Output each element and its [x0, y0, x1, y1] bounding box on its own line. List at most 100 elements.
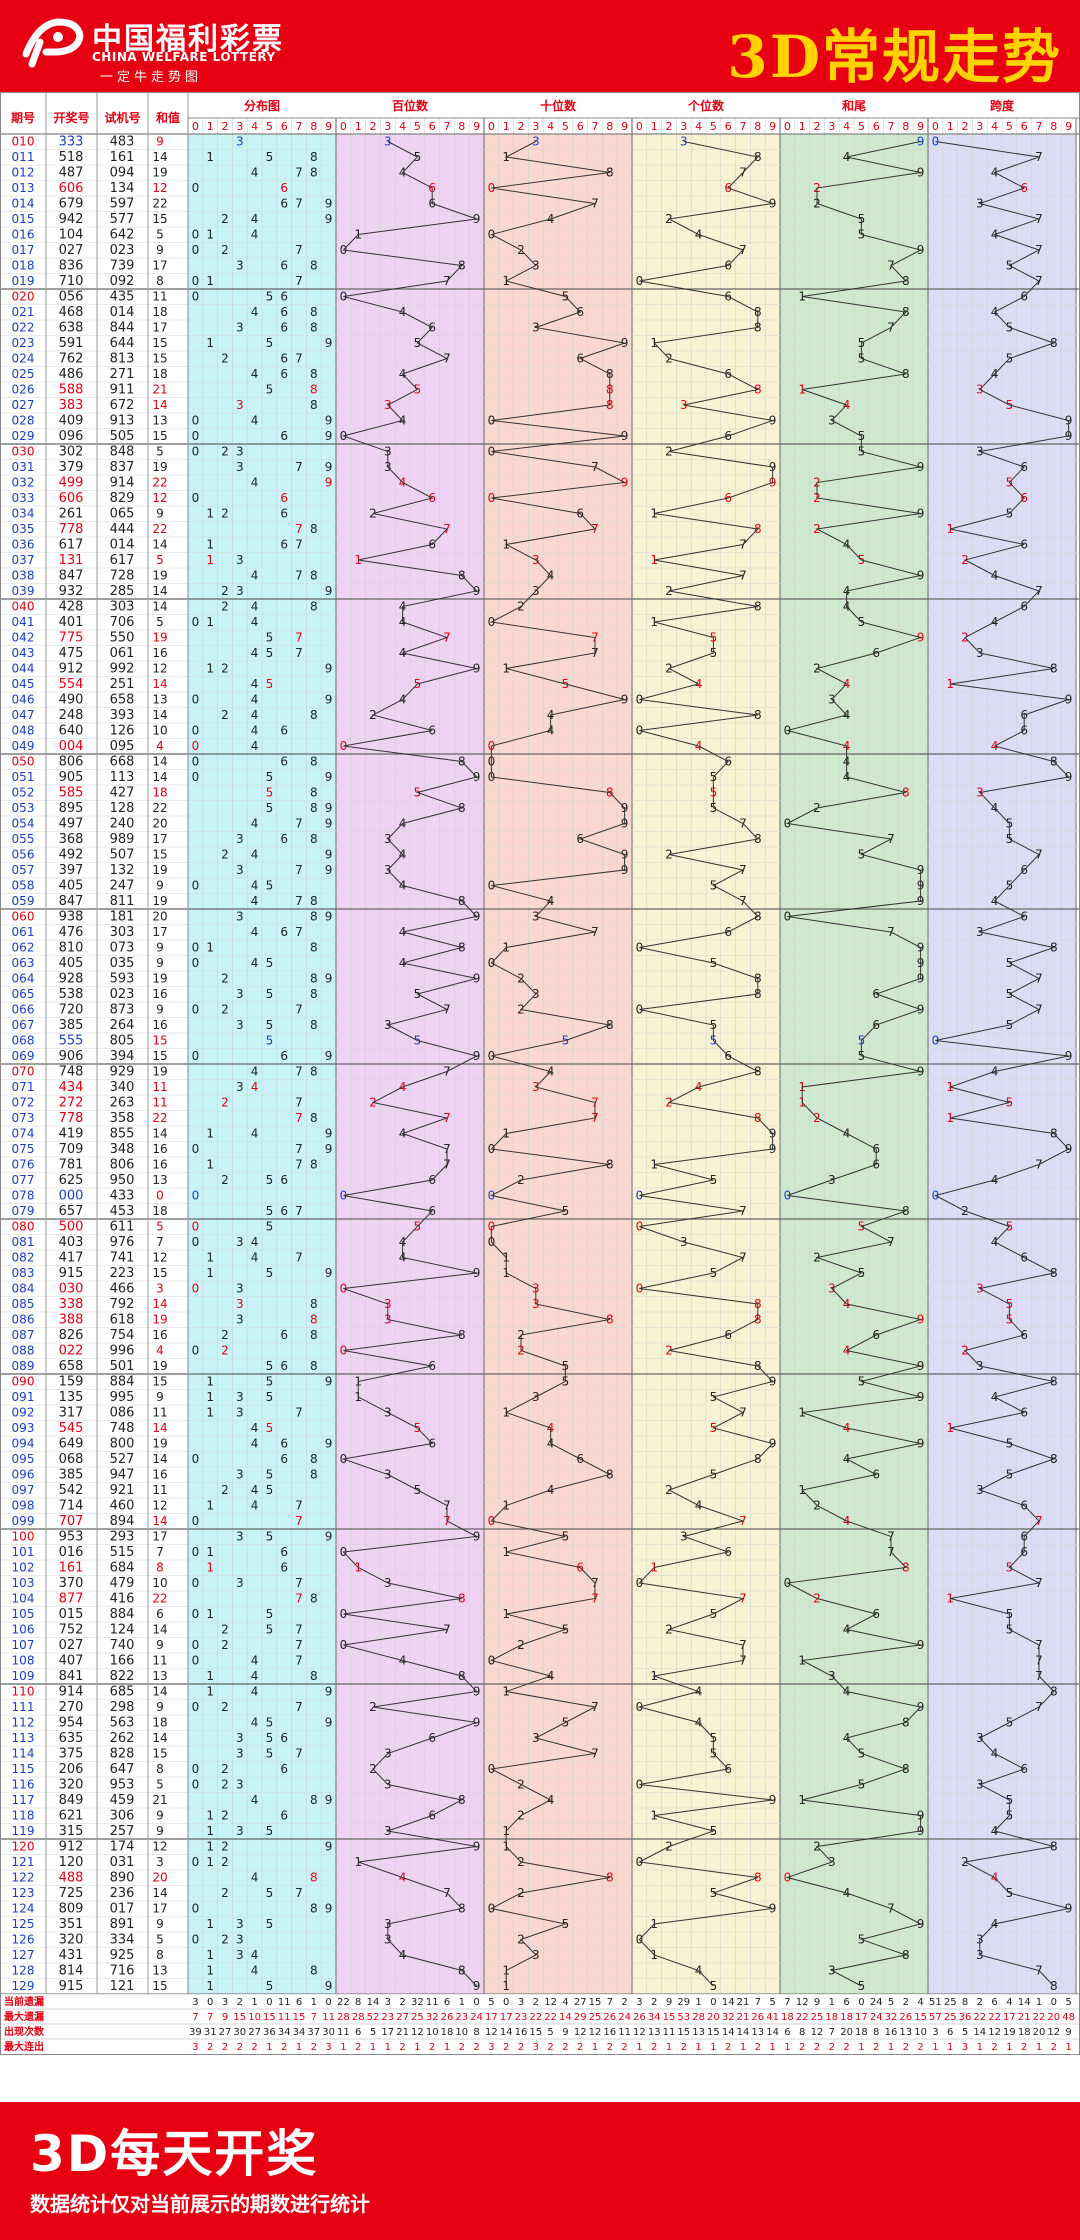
distribution-mark: 5 — [266, 987, 274, 1001]
distribution-mark: 3 — [236, 910, 244, 924]
stat-value: 28 — [352, 2012, 365, 2023]
test-number: 017 — [110, 1902, 135, 1917]
sum-value: 14 — [152, 1297, 167, 1311]
distribution-mark: 0 — [192, 1902, 200, 1916]
distribution-mark: 2 — [221, 1700, 229, 1714]
test-number: 460 — [110, 1499, 135, 1514]
distribution-mark: 7 — [295, 1096, 303, 1110]
test-number: 995 — [110, 1390, 135, 1405]
distribution-mark: 6 — [280, 724, 288, 738]
sum-value: 12 — [152, 181, 167, 195]
period-number: 040 — [12, 600, 35, 614]
test-number: 550 — [110, 631, 135, 646]
distribution-mark: 8 — [310, 1964, 318, 1978]
test-number: 126 — [110, 724, 135, 739]
test-number: 805 — [110, 1034, 135, 1049]
distribution-mark: 1 — [206, 1948, 214, 1962]
distribution-mark: 6 — [280, 305, 288, 319]
sum-value: 11 — [152, 290, 167, 304]
draw-number: 027 — [59, 243, 84, 258]
stat-value: 1 — [695, 2042, 701, 2053]
period-number: 051 — [12, 770, 35, 784]
distribution-mark: 4 — [251, 414, 259, 428]
distribution-mark: 7 — [295, 538, 303, 552]
distribution-mark: 7 — [295, 1747, 303, 1761]
stat-value: 19 — [1003, 2027, 1016, 2038]
distribution-mark: 3 — [236, 1824, 244, 1838]
distribution-mark: 2 — [221, 662, 229, 676]
test-number: 658 — [110, 693, 135, 708]
distribution-mark: 0 — [192, 1142, 200, 1156]
distribution-mark: 7 — [295, 1592, 303, 1606]
stat-value: 17 — [1003, 2012, 1016, 2023]
distribution-mark: 5 — [266, 1623, 274, 1637]
stat-label: 出现次数 — [4, 2025, 45, 2038]
header-digit: 8 — [458, 120, 465, 133]
draw-number: 588 — [59, 383, 84, 398]
draw-number: 932 — [59, 584, 84, 599]
test-number: 263 — [110, 1096, 135, 1111]
distribution-mark: 7 — [295, 894, 303, 908]
distribution-mark: 7 — [295, 646, 303, 660]
stat-value: 18 — [441, 2027, 454, 2038]
stat-value: 12 — [988, 2027, 1001, 2038]
header-digit: 1 — [355, 120, 362, 133]
distribution-mark: 6 — [280, 1545, 288, 1559]
test-number: 257 — [110, 1824, 135, 1839]
test-number: 035 — [110, 956, 135, 971]
distribution-mark: 6 — [280, 429, 288, 443]
stat-value: 18 — [840, 2012, 853, 2023]
draw-number: 270 — [59, 1700, 84, 1715]
distribution-mark: 6 — [280, 538, 288, 552]
period-number: 128 — [12, 1964, 35, 1978]
distribution-mark: 4 — [251, 1685, 259, 1699]
sum-value: 17 — [152, 1530, 167, 1544]
draw-number: 419 — [59, 1127, 84, 1142]
distribution-mark: 1 — [206, 941, 214, 955]
distribution-mark: 0 — [192, 1282, 200, 1296]
test-number: 563 — [110, 1716, 135, 1731]
period-number: 048 — [12, 724, 35, 738]
stat-value: 15 — [707, 2027, 720, 2038]
test-number: 894 — [110, 1514, 135, 1529]
period-number: 063 — [12, 956, 35, 970]
header-digit: 8 — [754, 120, 761, 133]
sum-value: 17 — [152, 259, 167, 273]
sum-value: 14 — [152, 398, 167, 412]
distribution-mark: 7 — [295, 197, 303, 211]
stat-value: 2 — [725, 2042, 731, 2053]
header-digit: 0 — [932, 120, 939, 133]
distribution-mark: 9 — [325, 460, 333, 474]
period-number: 113 — [12, 1731, 35, 1745]
header-period: 期号 — [11, 110, 35, 125]
distribution-mark: 4 — [251, 1080, 259, 1094]
header-digit: 8 — [1050, 120, 1057, 133]
distribution-mark: 0 — [192, 1452, 200, 1466]
distribution-mark: 0 — [192, 879, 200, 893]
period-number: 037 — [12, 553, 35, 567]
distribution-mark: 9 — [325, 801, 333, 815]
distribution-mark: 8 — [310, 367, 318, 381]
stat-value: 9 — [814, 1997, 820, 2008]
stat-value: 2 — [829, 2042, 835, 2053]
header-digit: 4 — [251, 120, 258, 133]
sum-value: 8 — [156, 1762, 164, 1776]
distribution-mark: 4 — [251, 817, 259, 831]
sum-value: 9 — [156, 1824, 164, 1838]
stat-value: 1 — [784, 2042, 790, 2053]
period-number: 101 — [12, 1545, 35, 1559]
draw-number: 056 — [59, 290, 84, 305]
test-number: 095 — [110, 739, 135, 754]
distribution-mark: 3 — [236, 584, 244, 598]
test-number: 483 — [110, 135, 135, 150]
stat-value: 2 — [977, 1997, 983, 2008]
period-number: 118 — [12, 1809, 35, 1823]
sum-value: 19 — [152, 166, 167, 180]
period-number: 060 — [12, 910, 35, 924]
distribution-mark: 5 — [266, 1359, 274, 1373]
draw-number: 938 — [59, 910, 84, 925]
test-number: 668 — [110, 755, 135, 770]
distribution-mark: 9 — [325, 972, 333, 986]
distribution-mark: 5 — [266, 290, 274, 304]
distribution-mark: 8 — [310, 1328, 318, 1342]
